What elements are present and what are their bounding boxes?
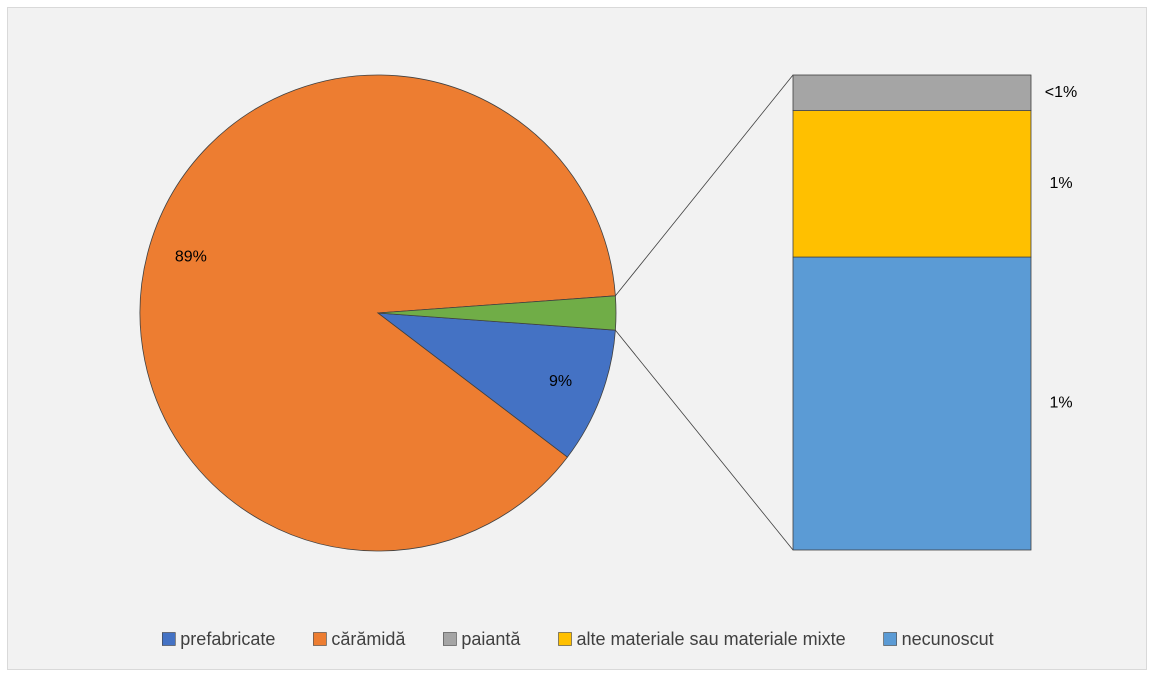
pie-data-label-prefabricate: 9% (549, 373, 572, 390)
connector-line-top (615, 74, 794, 297)
legend-label-prefabricate: prefabricate (180, 629, 275, 649)
legend-item-prefabricate: prefabricate (162, 629, 275, 649)
bar-data-label-paianta: <1% (1045, 84, 1077, 101)
legend-swatch-caramida (313, 632, 327, 646)
legend-swatch-prefabricate (162, 632, 176, 646)
legend-label-caramida: cărămidă (331, 629, 406, 649)
legend-label-paianta: paiantă (461, 629, 521, 649)
bar-segment-alte-materiale-sau-materiale-mixte (792, 110, 1032, 258)
legend-item-paianta: paiantă (443, 629, 521, 649)
legend-swatch-alte-materiale-sau-materiale-mixte (558, 632, 572, 646)
stacked-bar (792, 74, 1032, 551)
legend-swatch-paianta (443, 632, 457, 646)
legend-swatch-necunoscut (883, 632, 897, 646)
bar-data-label-necunoscut: 1% (1049, 395, 1072, 412)
pie-data-label-caramida: 89% (175, 249, 207, 266)
data-labels: 89% 9% 1% 1% <1% (175, 84, 1077, 412)
legend-item-caramida: cărămidă (313, 629, 406, 649)
chart-area: 89% 9% 1% 1% <1% prefabricate cărămidă paiantă… (7, 7, 1147, 670)
legend-item-necunoscut: necunoscut (883, 629, 994, 649)
connector-lines (615, 74, 794, 551)
bar-segment-paianta (792, 74, 1032, 111)
bar-data-label-alte-materiale-sau-materiale-mixte: 1% (1049, 175, 1072, 192)
pie (139, 74, 617, 552)
pie-slice-prefabricate (376, 312, 616, 458)
bar-of-pie-chart: 89% 9% 1% 1% <1% prefabricate cărămidă paiantă… (139, 74, 1077, 649)
connector-line-bottom (615, 329, 794, 551)
legend: prefabricate cărămidă paiantă alte material… (162, 629, 994, 649)
bar-segment-necunoscut (792, 256, 1032, 551)
legend-label-alte-materiale-sau-materiale-mixte: alte materiale sau materiale mixte (577, 629, 846, 649)
legend-label-necunoscut: necunoscut (902, 629, 994, 649)
pie-slice-other (377, 295, 617, 331)
legend-item-alte-materiale-sau-materiale-mixte: alte materiale sau materiale mixte (558, 629, 846, 649)
